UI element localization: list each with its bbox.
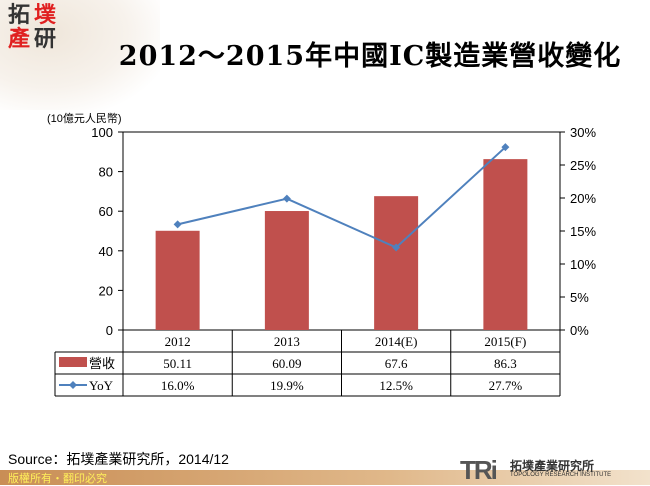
y2-tick-label: 15% [570, 224, 596, 239]
yoy-point-2015(F) [501, 143, 510, 152]
y-tick-label: 60 [99, 204, 113, 219]
yoy-point-2012 [173, 220, 182, 229]
legend-yoy-marker [69, 381, 77, 389]
y-tick-label: 20 [99, 283, 113, 298]
legend-yoy-label: YoY [89, 378, 114, 393]
y2-tick-label: 5% [570, 290, 589, 305]
category-label: 2012 [165, 334, 191, 349]
bar-2014(E) [374, 196, 419, 330]
category-label: 2014(E) [375, 334, 418, 349]
y-tick-label: 100 [91, 125, 113, 140]
bar-2013 [264, 211, 309, 330]
y2-tick-label: 10% [570, 257, 596, 272]
y2-tick-label: 30% [570, 125, 596, 140]
y2-tick-label: 25% [570, 158, 596, 173]
yoy-value: 12.5% [379, 378, 413, 393]
y-axis-unit: (10億元人民幣) [47, 113, 122, 125]
y-tick-label: 40 [99, 244, 113, 259]
legend-revenue-label: 營收 [89, 356, 115, 371]
yoy-value: 27.7% [489, 378, 523, 393]
tri-brand-cn: 拓墣產業研究所 [510, 459, 595, 473]
revenue-value: 67.6 [385, 356, 408, 371]
y2-tick-label: 20% [570, 191, 596, 206]
footer-bar [0, 470, 650, 485]
category-label: 2013 [274, 334, 300, 349]
revenue-value: 50.11 [163, 356, 192, 371]
yoy-value: 16.0% [161, 378, 195, 393]
tri-brand: TRi [460, 455, 498, 485]
yoy-line [177, 146, 507, 249]
tri-brand-en: TOPOLOGY RESEARCH INSTITUTE [510, 472, 612, 478]
logo: 拓墣產研 [7, 3, 56, 52]
legend-revenue-swatch [59, 357, 87, 367]
yoy-value: 19.9% [270, 378, 304, 393]
revenue-value: 86.3 [494, 356, 517, 371]
yoy-point-2014(E) [392, 243, 401, 252]
y-tick-label: 0 [106, 323, 113, 338]
yoy-point-2013 [282, 194, 291, 203]
page-title: 2012～2015年中國IC製造業營收變化 [118, 41, 622, 72]
source-note: Source：拓墣產業研究所，2014/12 [8, 451, 229, 467]
y2-tick-label: 0% [570, 323, 589, 338]
bar-2015(F) [483, 159, 528, 330]
y-tick-label: 80 [99, 165, 113, 180]
bar-2012 [155, 230, 200, 330]
category-label: 2015(F) [484, 334, 526, 349]
tri-logo: TRi 拓墣產業研究所 TOPOLOGY RESEARCH INSTITUTE [460, 455, 611, 486]
copyright-text: 版權所有・翻印必究 [8, 472, 107, 485]
background-map [0, 0, 160, 110]
revenue-value: 60.09 [272, 356, 301, 371]
